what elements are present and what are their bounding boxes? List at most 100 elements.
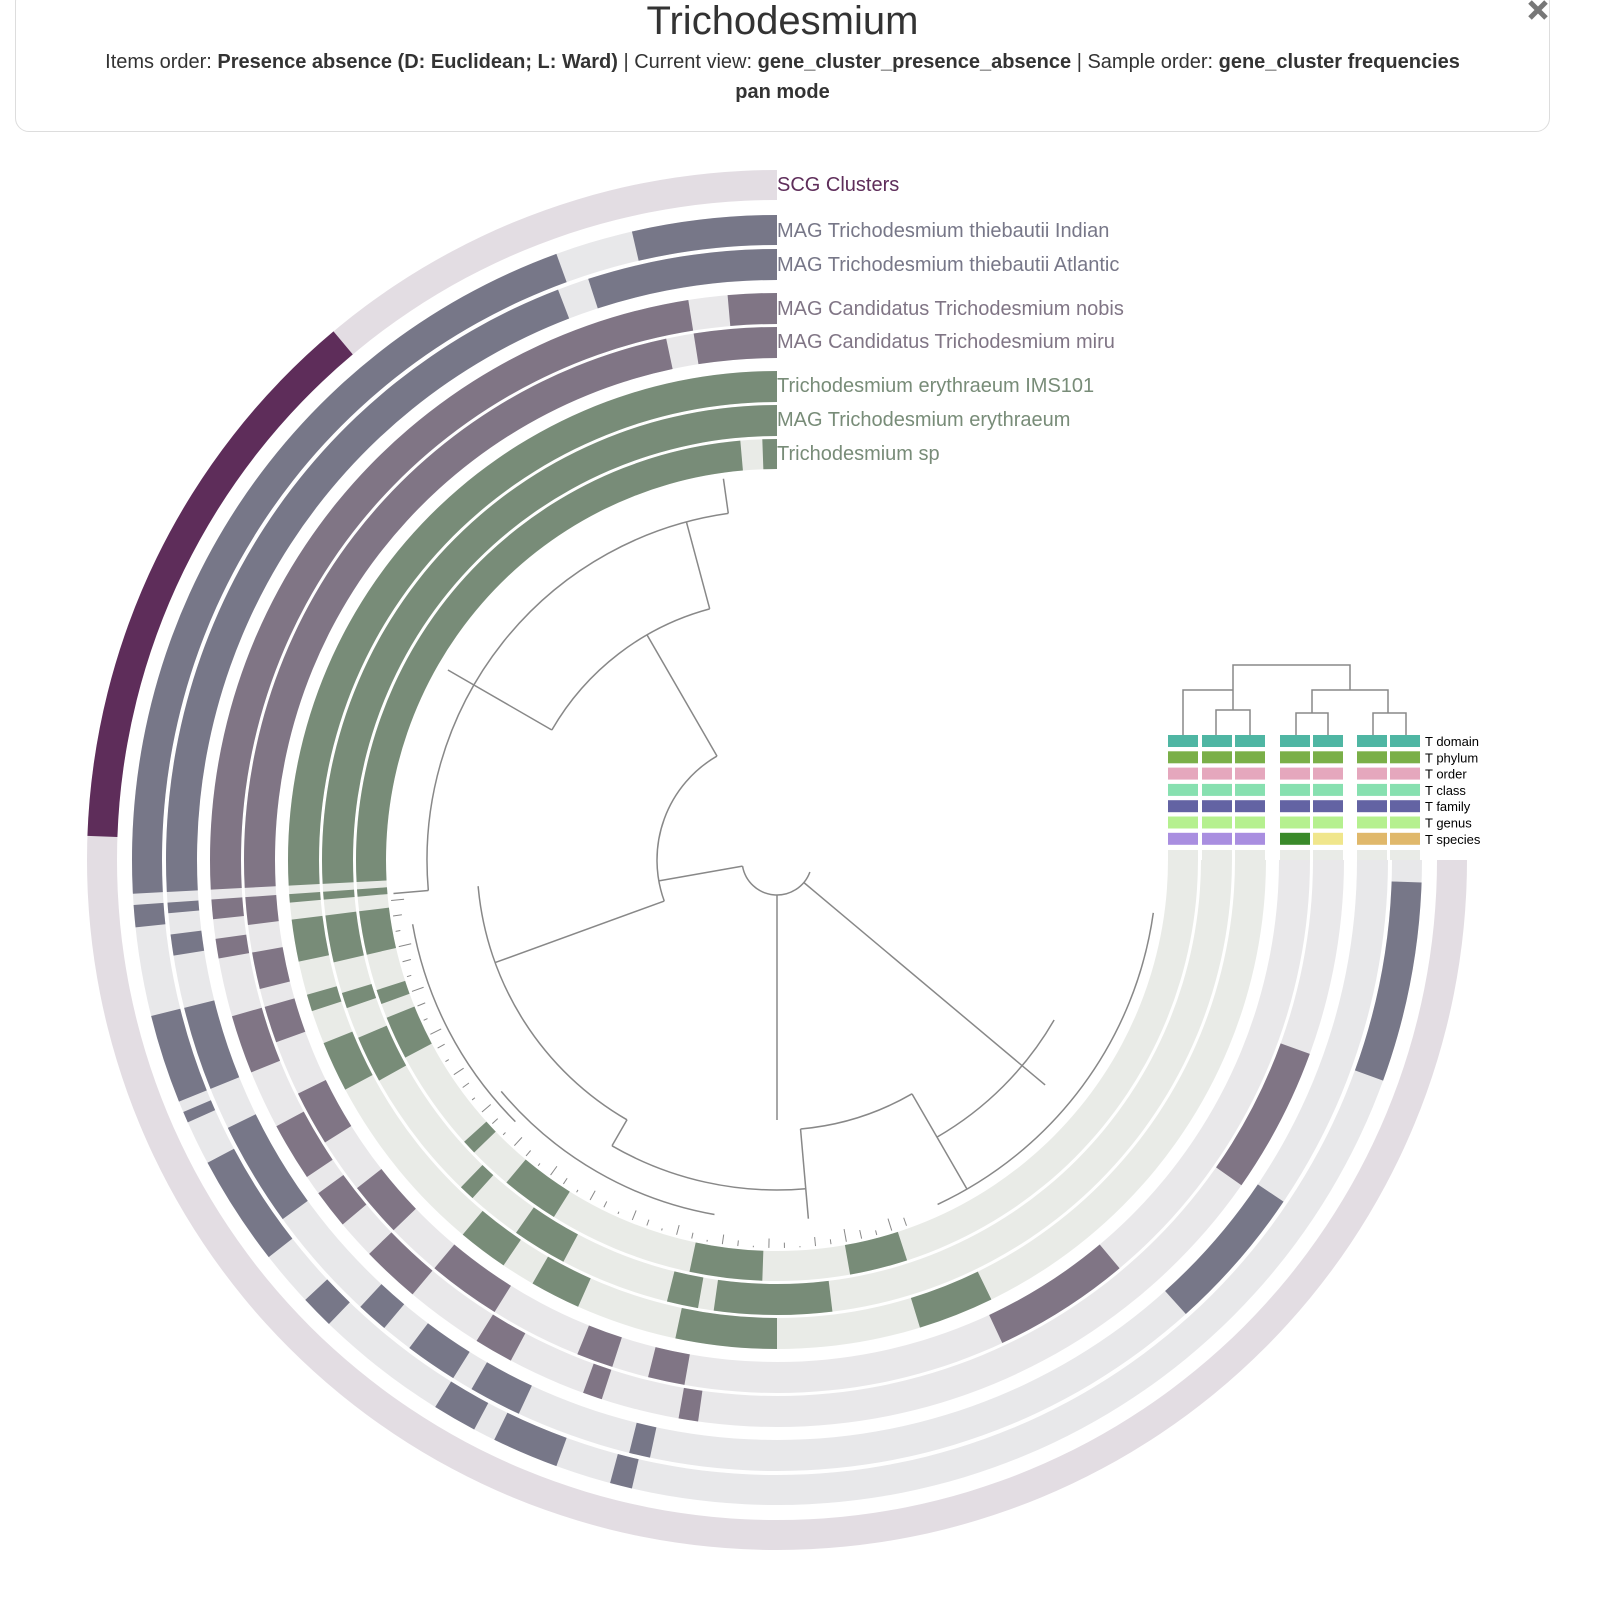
dendrogram-branch: [803, 881, 1046, 1086]
sample-column: [1357, 850, 1387, 860]
label: Items order:: [105, 51, 212, 73]
ring-segment: [87, 331, 353, 837]
taxonomy-cell: [1168, 816, 1198, 829]
dendrogram-leaf: [829, 1239, 832, 1245]
ring-segment: [577, 1325, 622, 1367]
ring-segment: [210, 299, 694, 890]
ring-segment: [494, 1412, 567, 1467]
ring-segment: [291, 915, 330, 962]
dendrogram-branch: [494, 900, 665, 964]
dendrogram-leaf: [471, 1097, 476, 1101]
taxonomy-cell: [1202, 735, 1232, 747]
dendrogram-leaf: [631, 1210, 637, 1221]
ring-segment: [355, 440, 743, 883]
dendrogram-leaf: [814, 1236, 817, 1247]
ring-segment: [359, 907, 397, 955]
ring-segment: [357, 887, 388, 897]
ring-segment: [462, 1210, 521, 1266]
layer-label: MAG Candidatus Trichodesmium miru: [777, 331, 1115, 353]
dendrogram-leaf: [398, 943, 412, 948]
layer-label: MAG Trichodesmium thiebautii Indian: [777, 220, 1109, 242]
ring-segment: [460, 1165, 494, 1199]
taxonomy-cell: [1168, 800, 1198, 813]
dendrogram-branch: [685, 521, 711, 610]
taxonomy-cell: [1313, 735, 1343, 747]
taxonomy-label: T class: [1425, 783, 1466, 798]
dendrogram-leaf: [502, 1132, 506, 1136]
ring-segment: [583, 1363, 612, 1400]
taxonomy-cell: [1313, 832, 1343, 845]
taxonomy-cell: [1357, 767, 1387, 780]
ring-segment: [434, 1244, 511, 1313]
dendrogram-leaf: [402, 958, 412, 963]
ring-segment: [727, 293, 777, 327]
ring-segment: [244, 338, 673, 888]
ring-segment: [476, 1314, 526, 1361]
ring-segment: [471, 1362, 532, 1414]
layer-label: MAG Trichodesmium thiebautii Atlantic: [777, 254, 1119, 276]
dendrogram-leaf: [562, 1177, 568, 1185]
dendrogram-leaf: [737, 1240, 739, 1247]
taxonomy-cell: [1168, 767, 1198, 780]
ring-segment: [989, 1244, 1120, 1344]
dendrogram-branch: [658, 865, 743, 882]
ring-segment: [648, 1347, 690, 1385]
label: | Sample order:: [1076, 51, 1214, 73]
ring-segment: [245, 895, 279, 925]
ring-segment: [151, 1008, 207, 1102]
dendrogram-branch: [411, 924, 516, 1123]
close-button[interactable]: [1528, 0, 1548, 20]
ring-segment: [369, 1232, 433, 1295]
ring-segment: [506, 1159, 570, 1218]
dendrogram-branch: [500, 1090, 715, 1216]
ring-segment: [321, 405, 777, 884]
ring-segment: [376, 980, 410, 1004]
dendrogram-branch: [477, 886, 628, 1121]
dendrogram-branch: [426, 512, 729, 891]
taxonomy-cell: [1357, 783, 1387, 796]
dendrogram-leaf: [691, 1232, 694, 1239]
taxonomy-cell: [1280, 767, 1310, 780]
mode: pan mode: [735, 81, 830, 103]
ring-segment: [183, 1100, 216, 1123]
dendrogram-branch: [911, 1093, 968, 1190]
dendrogram-branch: [656, 755, 718, 902]
dendrogram-branch: [551, 608, 710, 731]
taxonomy-cell: [1280, 751, 1310, 764]
ring-segment: [227, 1114, 308, 1220]
dendrogram-leaf: [617, 1211, 620, 1215]
dendrogram-leaf: [430, 1028, 442, 1035]
taxonomy-cell: [1357, 816, 1387, 829]
ring-segment: [1165, 1184, 1284, 1315]
ring-segment: [184, 1000, 240, 1089]
ring-segment: [170, 930, 205, 956]
taxonomy-cell: [1202, 800, 1232, 813]
dendrogram-leaf: [676, 1224, 680, 1235]
ring-segment: [207, 1148, 293, 1258]
dendrogram-leaf: [843, 1228, 847, 1242]
ring-segment: [678, 1387, 703, 1422]
ring-segment: [386, 1006, 432, 1058]
ring-segment: [358, 1025, 407, 1081]
taxonomy-cell: [1280, 783, 1310, 796]
title: Trichodesmium: [646, 0, 919, 43]
taxonomy-cell: [1313, 800, 1343, 813]
dendrogram-leaf: [875, 1230, 878, 1236]
dendrogram-leaf: [887, 1218, 893, 1231]
ring-segment: [289, 891, 321, 903]
taxonomy-cell: [1313, 751, 1343, 764]
taxonomy-cell: [1357, 735, 1387, 747]
taxonomy-cell: [1313, 816, 1343, 829]
sample-column: [1313, 850, 1343, 860]
layer-label: MAG Trichodesmium erythraeum: [777, 409, 1070, 431]
dendrogram-branch: [393, 889, 429, 895]
taxonomy-cell: [1235, 783, 1265, 796]
ring-segment: [588, 249, 777, 309]
dendrogram-leaf: [395, 929, 401, 932]
taxonomy-cell: [1235, 751, 1265, 764]
sample-column: [1168, 850, 1198, 860]
ring-segment: [131, 253, 567, 894]
dendrogram-leaf: [525, 1150, 532, 1157]
ring-segment: [631, 215, 777, 261]
ring-segment: [165, 289, 570, 892]
